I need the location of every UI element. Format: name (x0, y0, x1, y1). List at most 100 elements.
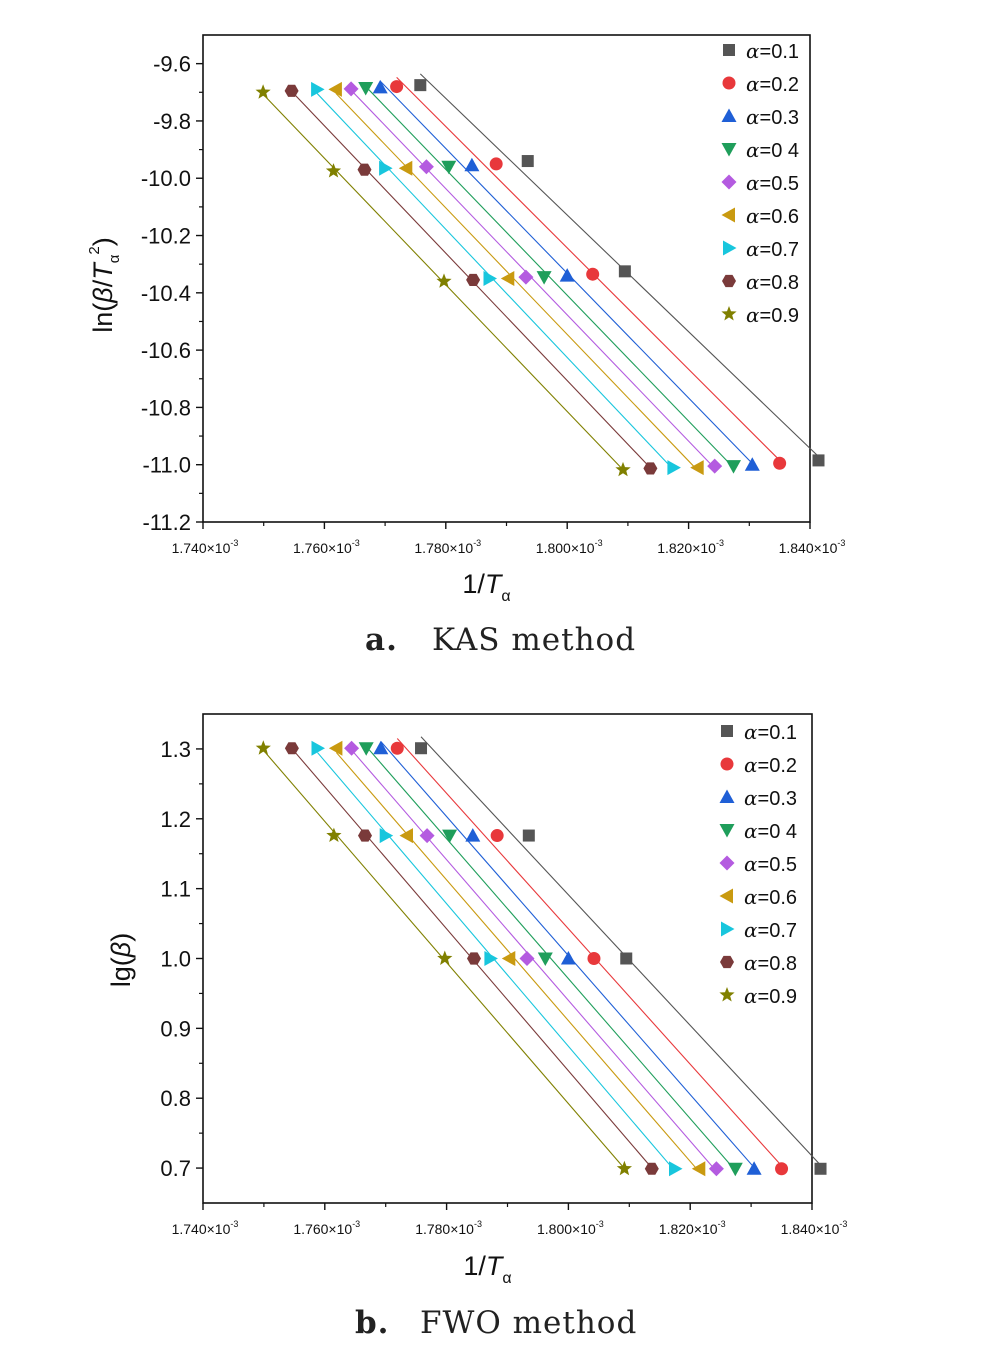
xlabel-t: T (485, 569, 504, 599)
ylabel-part: ) (106, 933, 136, 942)
data-point-series-4 (358, 742, 374, 756)
legend-alpha: α (744, 786, 758, 810)
x-tick-base: 1.780×10 (415, 1221, 474, 1237)
data-point-series-6 (399, 828, 413, 844)
ylabel-part: ) (88, 237, 118, 246)
fit-line-6 (335, 752, 700, 1173)
x-tick-label: 1.820×10-3 (657, 538, 724, 556)
fit-line-7 (316, 93, 674, 471)
x-tick-label: 1.800×10-3 (536, 538, 603, 556)
x-tick-label: 1.840×10-3 (779, 538, 846, 556)
x-tick-label: 1.780×10-3 (415, 1219, 482, 1237)
data-point-series-2 (587, 952, 601, 965)
legend-alpha: α (744, 918, 758, 942)
x-tick-exponent: -3 (352, 538, 360, 548)
ylabel-superscript: 2 (86, 246, 103, 254)
xlabel-part: 1/ (463, 1251, 486, 1281)
data-point-series-8 (284, 84, 299, 97)
y-tick-label: 1.3 (160, 737, 191, 762)
data-point-series-5 (708, 1161, 724, 1177)
data-point-series-2 (586, 267, 600, 281)
data-point-series-8 (466, 273, 481, 286)
legend-alpha: α (746, 72, 760, 96)
ylabel-part: lg( (106, 957, 136, 987)
xlabel-part: 1/ (462, 569, 485, 599)
legend-label: α=0.9 (744, 984, 797, 1008)
y-axis-title: ln(β/Tα2) (86, 237, 123, 332)
ylabel-subscript: α (106, 254, 123, 263)
data-point-series-2 (390, 80, 404, 94)
legend-alpha: α (744, 819, 758, 843)
data-point-series-9 (325, 163, 342, 178)
data-point-series-4 (442, 829, 458, 844)
data-point-series-6 (500, 271, 515, 286)
xlabel-t: T (486, 1251, 505, 1281)
caption-letter: a. (365, 622, 398, 658)
x-tick-label: 1.840×10-3 (781, 1219, 848, 1237)
data-point-series-9 (436, 273, 452, 288)
data-point-series-5 (343, 81, 359, 97)
ylabel-beta: β (88, 287, 118, 303)
data-point-series-2 (490, 829, 504, 843)
data-point-series-2 (775, 1162, 789, 1176)
data-point-series-7 (669, 1161, 683, 1177)
x-tick-exponent: -3 (352, 1219, 360, 1229)
data-point-series-6 (691, 1161, 706, 1177)
legend-alpha: α (746, 204, 760, 228)
y-tick-label: -9.6 (153, 52, 191, 77)
legend-label: α=0.2 (746, 72, 799, 96)
data-point-series-7 (311, 81, 325, 97)
fit-line-1 (420, 736, 821, 1166)
data-point-series-8 (644, 1162, 659, 1175)
data-point-series-7 (667, 460, 681, 476)
data-point-series-3 (744, 457, 760, 471)
x-tick-label: 1.760×10-3 (293, 1219, 360, 1237)
legend-alpha: α (746, 171, 760, 195)
fit-line-4 (365, 86, 734, 468)
data-point-series-3 (373, 740, 389, 755)
x-tick-base: 1.820×10 (657, 540, 716, 556)
x-tick-label: 1.740×10-3 (172, 538, 239, 556)
legend-marker-3 (721, 108, 737, 122)
x-tick-label: 1.820×10-3 (659, 1219, 726, 1237)
legend-label: α=0.8 (744, 951, 797, 975)
x-tick-base: 1.820×10 (659, 1221, 718, 1237)
data-point-series-5 (418, 159, 434, 175)
x-tick-exponent: -3 (839, 1219, 847, 1229)
y-tick-label: -10.6 (141, 338, 191, 363)
fit-line-2 (396, 76, 781, 461)
legend-alpha: α (746, 303, 760, 327)
x-tick-exponent: -3 (595, 538, 603, 548)
data-point-series-9 (326, 827, 342, 842)
ylabel-part: ln( (88, 303, 118, 333)
data-point-series-9 (437, 950, 453, 965)
legend-label: α=0.1 (744, 720, 797, 744)
data-point-series-6 (398, 160, 413, 176)
x-tick-exponent: -3 (473, 538, 481, 548)
x-axis-title: 1/Tα (463, 1251, 511, 1287)
chart-kas: -9.6 -9.8 -10.0 -10.2 -10.4 -10.6 -10.8 -11.0 -1… (86, 34, 846, 658)
legend-alpha: α (746, 105, 760, 129)
ylabel-beta: β (106, 942, 136, 958)
data-point-series-8 (358, 829, 372, 842)
data-point-series-5 (419, 828, 435, 844)
y-tick-label: -11.0 (142, 453, 191, 478)
data-point-series-9 (255, 740, 271, 755)
legend-value: =0.8 (758, 953, 797, 975)
data-point-series-2 (489, 157, 503, 171)
y-tick-label: 0.9 (160, 1016, 191, 1041)
y-tick-label: -11.2 (142, 510, 191, 535)
legend-value: =0.1 (758, 722, 797, 744)
data-point-series-2 (390, 741, 404, 755)
data-point-series-1 (414, 79, 427, 92)
legend-value: =0.6 (760, 206, 799, 228)
legend-value: =0.9 (760, 305, 799, 327)
data-point-series-1 (814, 1162, 827, 1175)
legend-label: α=0.7 (746, 237, 799, 261)
fit-line-7 (317, 752, 676, 1172)
x-tick-base: 1.840×10 (781, 1221, 840, 1237)
fit-line-6 (335, 93, 699, 471)
x-tick-base: 1.760×10 (293, 540, 352, 556)
x-tick-base: 1.780×10 (414, 540, 473, 556)
x-tick-exponent: -3 (230, 538, 238, 548)
